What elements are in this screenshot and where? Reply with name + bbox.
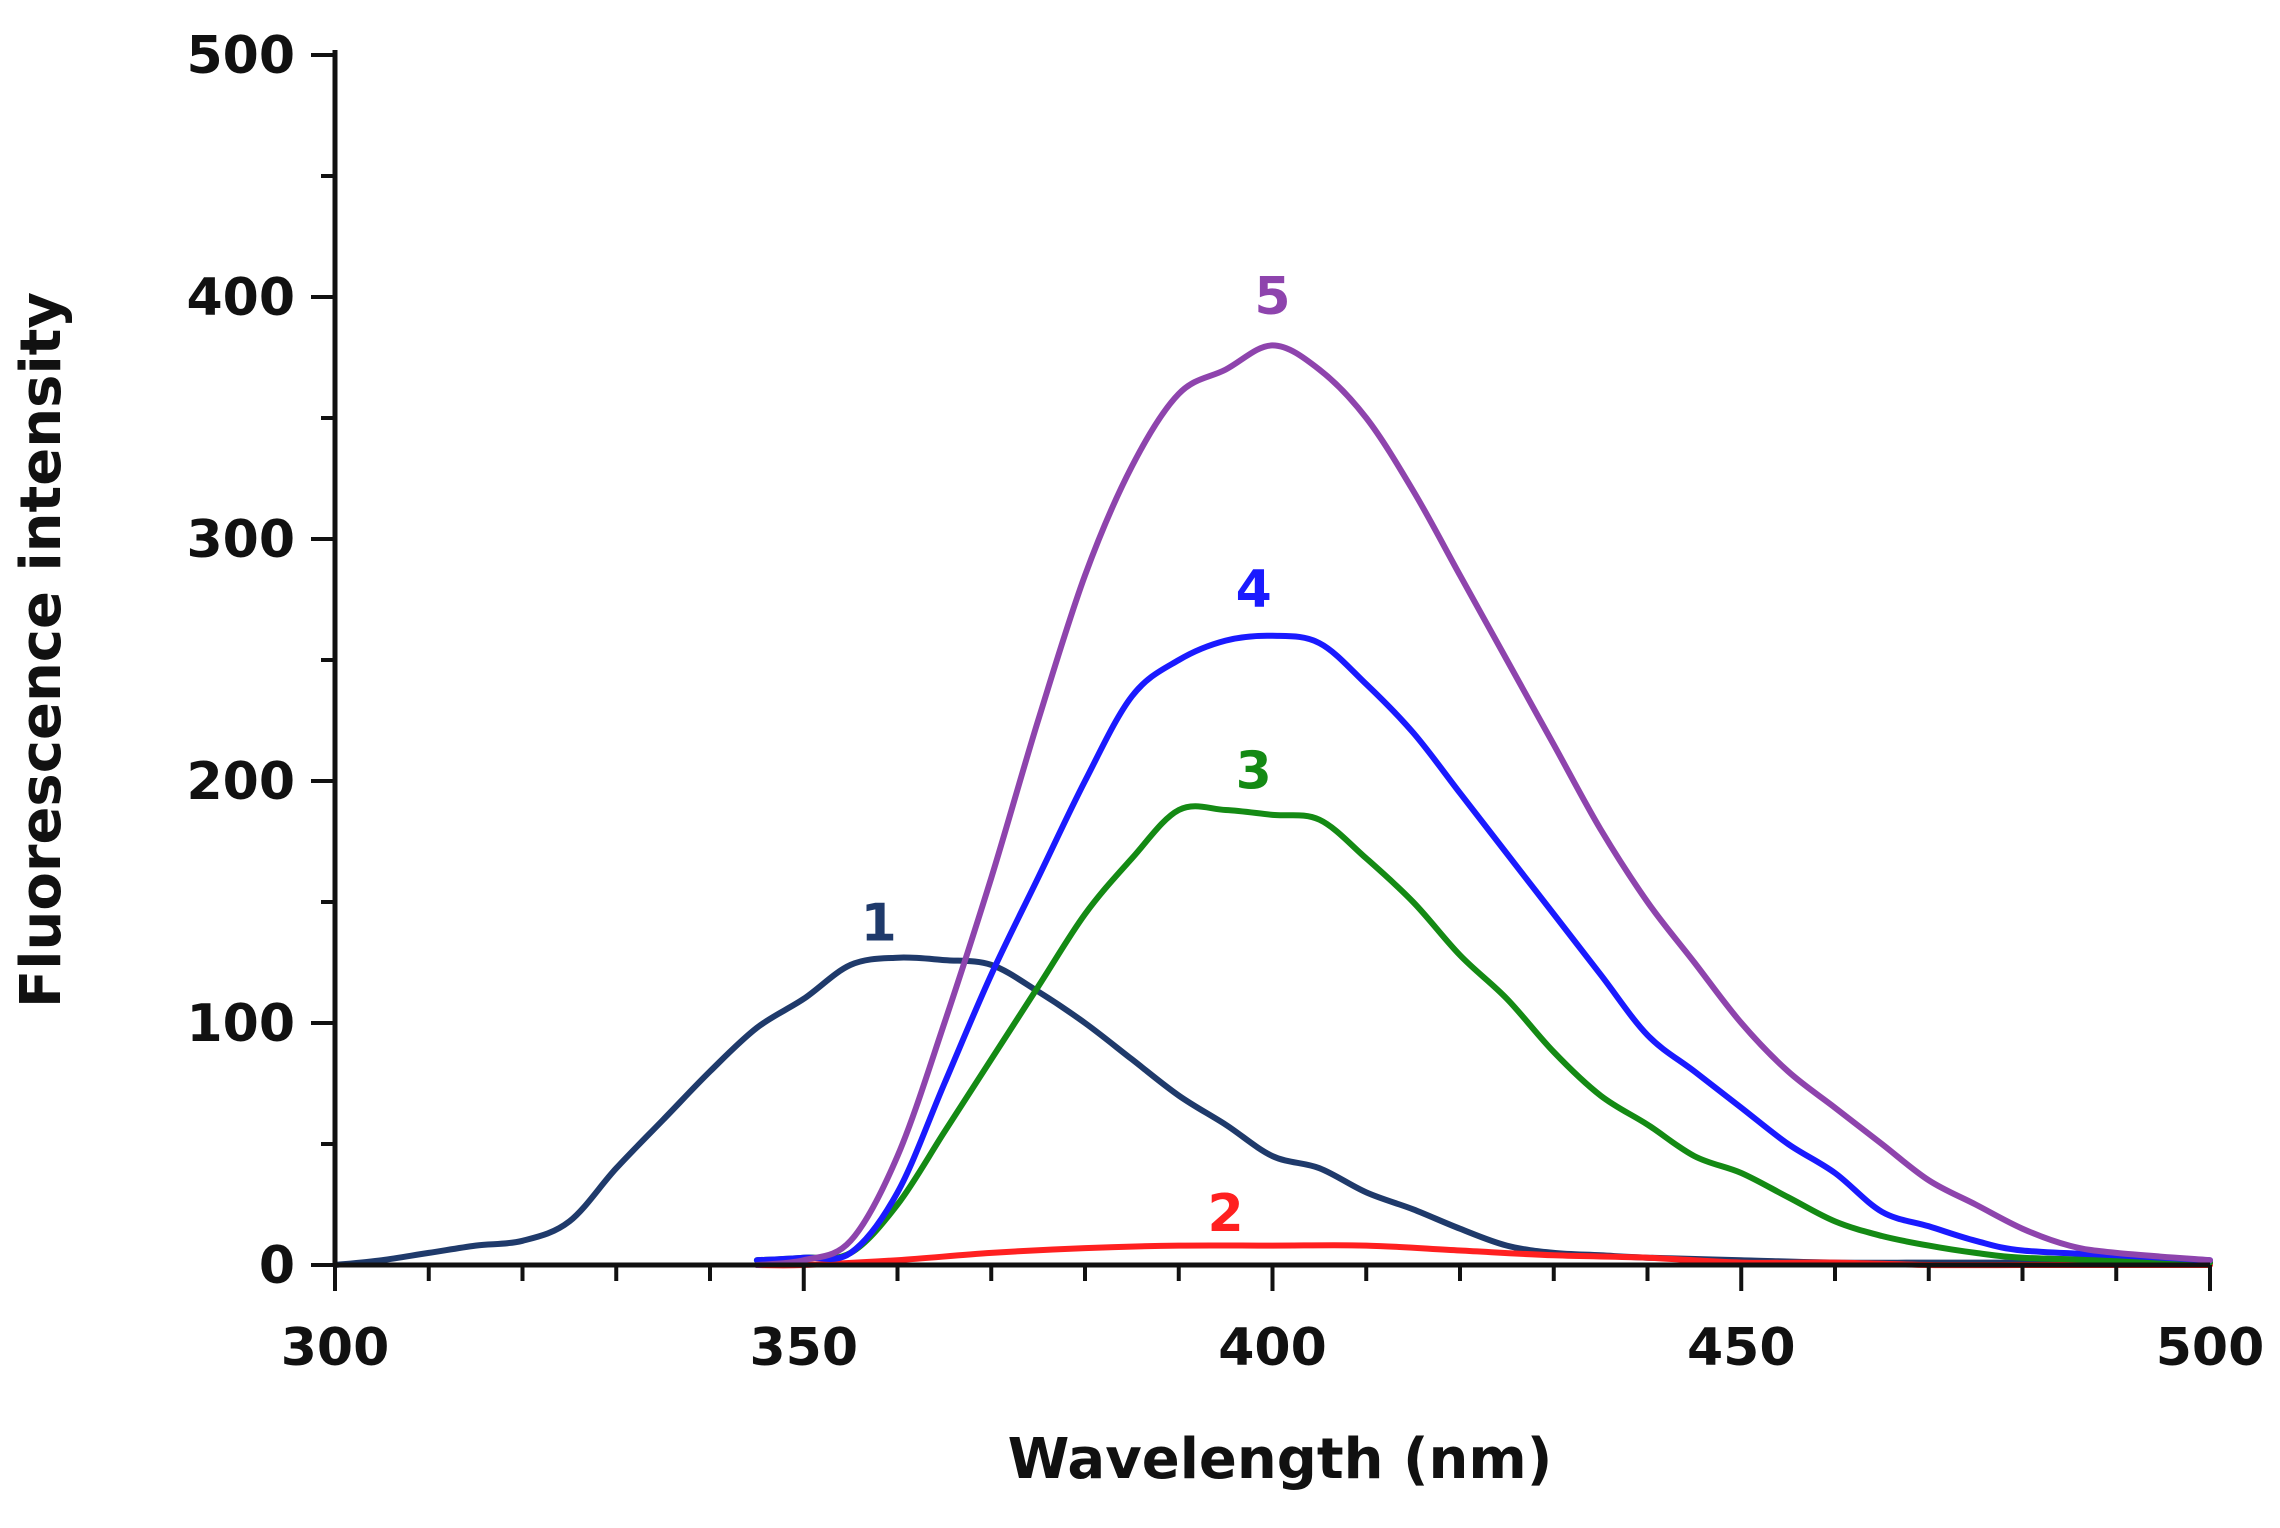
x-tick-label: 300: [281, 1318, 390, 1378]
y-tick-label: 400: [186, 268, 295, 328]
series-1-label: 1: [861, 894, 897, 954]
series-4-line: [753, 632, 2213, 1264]
x-axis-title: Wavelength (nm): [1008, 1427, 1553, 1492]
series-1-line: [332, 954, 2213, 1268]
x-tick-label: 400: [1218, 1318, 1327, 1378]
series-5-line: [753, 342, 2213, 1268]
series-3-line: [753, 803, 2213, 1266]
series-3-label: 3: [1236, 741, 1272, 801]
y-tick-label: 200: [186, 752, 295, 812]
y-tick-label: 300: [186, 510, 295, 570]
y-tick-label: 100: [186, 994, 295, 1054]
series-4-label: 4: [1236, 560, 1272, 620]
curves: [332, 342, 2213, 1269]
x-tick-label: 350: [749, 1318, 858, 1378]
y-tick-label: 0: [259, 1236, 295, 1296]
x-tick-label: 500: [2156, 1318, 2265, 1378]
axes: 0 100 200 300 400 500 300 350 400 450 500: [186, 26, 2264, 1378]
series-2-label: 2: [1208, 1184, 1244, 1244]
y-axis-title: Fluorescence intensity: [9, 292, 74, 1008]
y-tick-label: 500: [186, 26, 295, 86]
x-tick-label: 450: [1687, 1318, 1796, 1378]
labels: 1 2 3 4 5: [861, 267, 1291, 1244]
series-5-label: 5: [1254, 267, 1290, 327]
